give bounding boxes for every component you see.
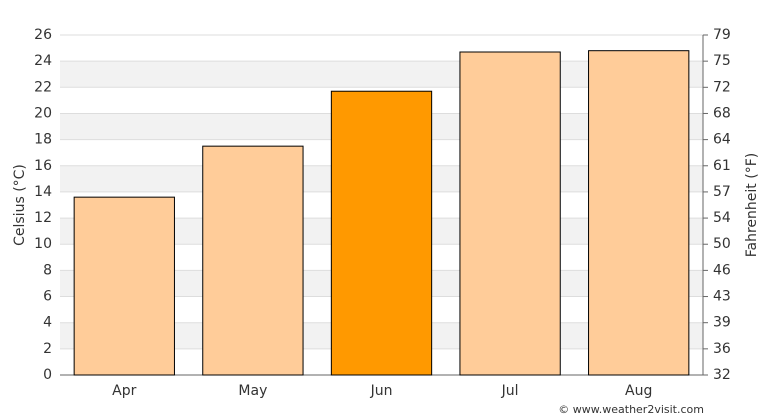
y2-tick-label: 61 [713, 158, 731, 174]
credit: © www.weather2visit.com [558, 403, 704, 416]
y-axis-label: Celsius (°C) [12, 164, 28, 246]
y2-tick-label: 39 [713, 315, 731, 331]
y2-axis-label: Fahrenheit (°F) [744, 153, 760, 257]
bar [202, 145, 304, 376]
y2-tick-label: 46 [713, 262, 731, 278]
y-tick-label: 12 [34, 210, 52, 226]
x-tick-label: Jun [370, 383, 393, 399]
y2-tick-label: 75 [713, 53, 731, 69]
y-tick-label: 10 [34, 236, 52, 252]
y2-tick-label: 57 [713, 184, 731, 200]
x-tick-label: May [238, 383, 267, 399]
y-tick-label: 26 [34, 27, 52, 43]
y-tick-label: 0 [43, 367, 52, 383]
y-tick-label: 22 [34, 79, 52, 95]
y-tick-label: 2 [43, 341, 52, 357]
y2-tick-label: 54 [713, 210, 731, 226]
y2-tick-label: 79 [713, 27, 731, 43]
y2-tick-label: 36 [713, 341, 731, 357]
bar [73, 196, 175, 376]
x-tick-label: Aug [625, 383, 652, 399]
y-tick-label: 4 [43, 315, 52, 331]
y-tick-label: 6 [43, 289, 52, 305]
bar [459, 51, 561, 376]
y2-tick-label: 72 [713, 79, 731, 95]
y2-tick-label: 64 [713, 132, 731, 148]
y-tick-label: 8 [43, 262, 52, 278]
y2-tick-label: 43 [713, 289, 731, 305]
y2-tick-label: 32 [713, 367, 731, 383]
y2-tick-label: 68 [713, 105, 731, 121]
y-tick-label: 24 [34, 53, 52, 69]
y-tick-label: 18 [34, 132, 52, 148]
bar [588, 50, 690, 376]
x-tick-label: Jul [501, 383, 519, 399]
y-tick-label: 14 [34, 184, 52, 200]
x-tick-label: Apr [112, 383, 136, 399]
y-tick-label: 16 [34, 158, 52, 174]
y2-tick-label: 50 [713, 236, 731, 252]
y-tick-label: 20 [34, 105, 52, 121]
bar [330, 90, 433, 376]
